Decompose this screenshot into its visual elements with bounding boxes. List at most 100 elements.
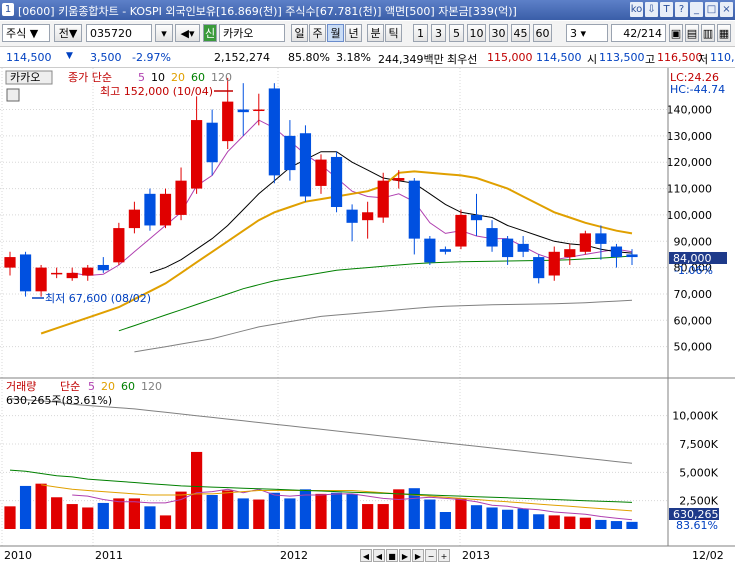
candle-body bbox=[393, 178, 405, 181]
candle-body bbox=[51, 272, 63, 275]
help-icon[interactable]: ? bbox=[675, 2, 688, 17]
volume-tick-label: 10,000K bbox=[672, 410, 718, 423]
volume-bar bbox=[206, 495, 218, 529]
candle-body bbox=[144, 193, 156, 226]
candle-body bbox=[35, 267, 47, 292]
stock-tag: 카카오 bbox=[10, 71, 40, 84]
price-tick-label: 100,000 bbox=[667, 209, 713, 222]
period-button-2[interactable]: 월 bbox=[327, 24, 344, 42]
candle-body bbox=[237, 109, 249, 113]
volume-ratio: 85.80% bbox=[288, 51, 330, 64]
period-button-3[interactable]: 년 bbox=[345, 24, 362, 42]
scroll-end-icon[interactable]: ▶ bbox=[412, 549, 424, 562]
best-bid: 114,500 bbox=[536, 51, 582, 64]
price-ma-label: 종가 단순 bbox=[68, 71, 112, 84]
window-controls: ko ⇩ T? _ □ × bbox=[630, 2, 733, 17]
maximize-icon[interactable]: □ bbox=[705, 2, 718, 17]
candle-body bbox=[4, 257, 16, 268]
volume-bar bbox=[517, 508, 529, 529]
quote-row: 114,500 ▼ 3,500 -2.97% 2,152,274 85.80% … bbox=[0, 47, 735, 68]
t-icon[interactable]: T bbox=[660, 2, 673, 17]
save-icon[interactable]: ▥ bbox=[701, 24, 715, 42]
open-label: 시 bbox=[587, 53, 598, 66]
candle-body bbox=[502, 238, 514, 258]
grid-icon[interactable]: ▤ bbox=[685, 24, 699, 42]
search-icon[interactable]: ▾ bbox=[155, 24, 173, 42]
volume-bar bbox=[4, 506, 16, 529]
candle-body bbox=[564, 249, 576, 258]
stock-tag-box[interactable] bbox=[5, 70, 53, 85]
code-input[interactable]: 035720 bbox=[86, 24, 152, 42]
interval-input[interactable]: 3 ▾ bbox=[566, 24, 608, 42]
period-button-4[interactable]: 분 bbox=[367, 24, 384, 42]
date-label: 2010 bbox=[4, 549, 32, 562]
interval-value: 3 bbox=[570, 27, 577, 40]
close-icon[interactable]: × bbox=[720, 2, 733, 17]
candle-body bbox=[82, 267, 94, 276]
price-tick-label: 60,000 bbox=[674, 314, 713, 327]
scroll-left-icon[interactable]: ◀ bbox=[373, 549, 385, 562]
volume-bar bbox=[191, 451, 203, 529]
volume-bar bbox=[19, 485, 32, 529]
stock-name-field: 카카오 bbox=[219, 24, 285, 42]
candle-body bbox=[113, 228, 125, 263]
volume-bar bbox=[35, 483, 47, 529]
settings-icon[interactable]: ▦ bbox=[717, 24, 731, 42]
volume-bar bbox=[315, 493, 327, 529]
volume-bar bbox=[51, 497, 63, 529]
candle-body bbox=[299, 133, 312, 197]
period-button-1[interactable]: 주 bbox=[309, 24, 326, 42]
high-label: 고 bbox=[645, 53, 656, 66]
pin-icon[interactable]: ⇩ bbox=[645, 2, 658, 17]
volume-ma-60: 60 bbox=[121, 380, 135, 393]
date-label: 2013 bbox=[462, 549, 490, 562]
candle-body bbox=[439, 249, 451, 252]
interval-button-4[interactable]: 30 bbox=[489, 24, 508, 42]
candle-body bbox=[424, 238, 436, 263]
period-button-5[interactable]: 틱 bbox=[385, 24, 402, 42]
ko-icon[interactable]: ko bbox=[630, 2, 643, 17]
minimize-icon[interactable]: _ bbox=[690, 2, 703, 17]
market-value: 주식 bbox=[6, 27, 27, 40]
volume-bar bbox=[128, 498, 140, 529]
interval-button-5[interactable]: 45 bbox=[511, 24, 530, 42]
stock-chart[interactable]: 50,000 60,000 70,000 80,000 90,000 100,000 110… bbox=[0, 68, 735, 564]
code-value: 035720 bbox=[90, 27, 132, 40]
volume-ma-120: 120 bbox=[141, 380, 162, 393]
table-icon[interactable] bbox=[6, 88, 20, 102]
interval-button-6[interactable]: 60 bbox=[533, 24, 552, 42]
candle-body bbox=[128, 209, 140, 229]
price-tick-label: 140,000 bbox=[667, 104, 713, 117]
candle-body bbox=[362, 212, 374, 221]
candle-body bbox=[19, 254, 32, 292]
zoom-in-icon[interactable]: + bbox=[438, 549, 450, 562]
page-number: 42 bbox=[623, 27, 638, 40]
volume-bar bbox=[533, 514, 545, 529]
open-value: 113,500 bbox=[599, 51, 645, 64]
zoom-out-icon[interactable]: − bbox=[425, 549, 437, 562]
interval-button-0[interactable]: 1 bbox=[413, 24, 428, 42]
candle-body bbox=[595, 233, 607, 244]
navigation-controls: ◀ ◀ ■ ▶ ▶ − + bbox=[360, 549, 450, 562]
candle-body bbox=[455, 214, 467, 247]
interval-button-2[interactable]: 5 bbox=[449, 24, 464, 42]
scroll-start-icon[interactable]: ◀ bbox=[360, 549, 372, 562]
volume-ma-line-120 bbox=[9, 398, 633, 464]
market-select[interactable]: 주식 ▼ bbox=[2, 24, 50, 42]
price-ma-20: 20 bbox=[171, 71, 185, 84]
price-ma-120: 120 bbox=[211, 71, 232, 84]
page-indicator: 42/214 bbox=[611, 24, 666, 42]
interval-button-3[interactable]: 10 bbox=[467, 24, 486, 42]
window-titlebar: 1 [0600] 키움종합차트 - KOSPI 외국인보유[16.869(천)]… bbox=[0, 0, 735, 20]
period-button-0[interactable]: 일 bbox=[291, 24, 308, 42]
volume-bar bbox=[159, 515, 172, 529]
scroll-right-icon[interactable]: ▶ bbox=[399, 549, 411, 562]
stop-icon[interactable]: ■ bbox=[386, 549, 398, 562]
volume-value: 2,152,274 bbox=[214, 51, 270, 64]
type-select[interactable]: 전▼ bbox=[54, 24, 82, 42]
lock-icon[interactable]: ▣ bbox=[669, 24, 683, 42]
date-label: 12/02 bbox=[692, 549, 724, 562]
interval-button-1[interactable]: 3 bbox=[431, 24, 446, 42]
volume-bar bbox=[113, 498, 125, 529]
speaker-icon[interactable]: ◀▾ bbox=[175, 24, 200, 42]
